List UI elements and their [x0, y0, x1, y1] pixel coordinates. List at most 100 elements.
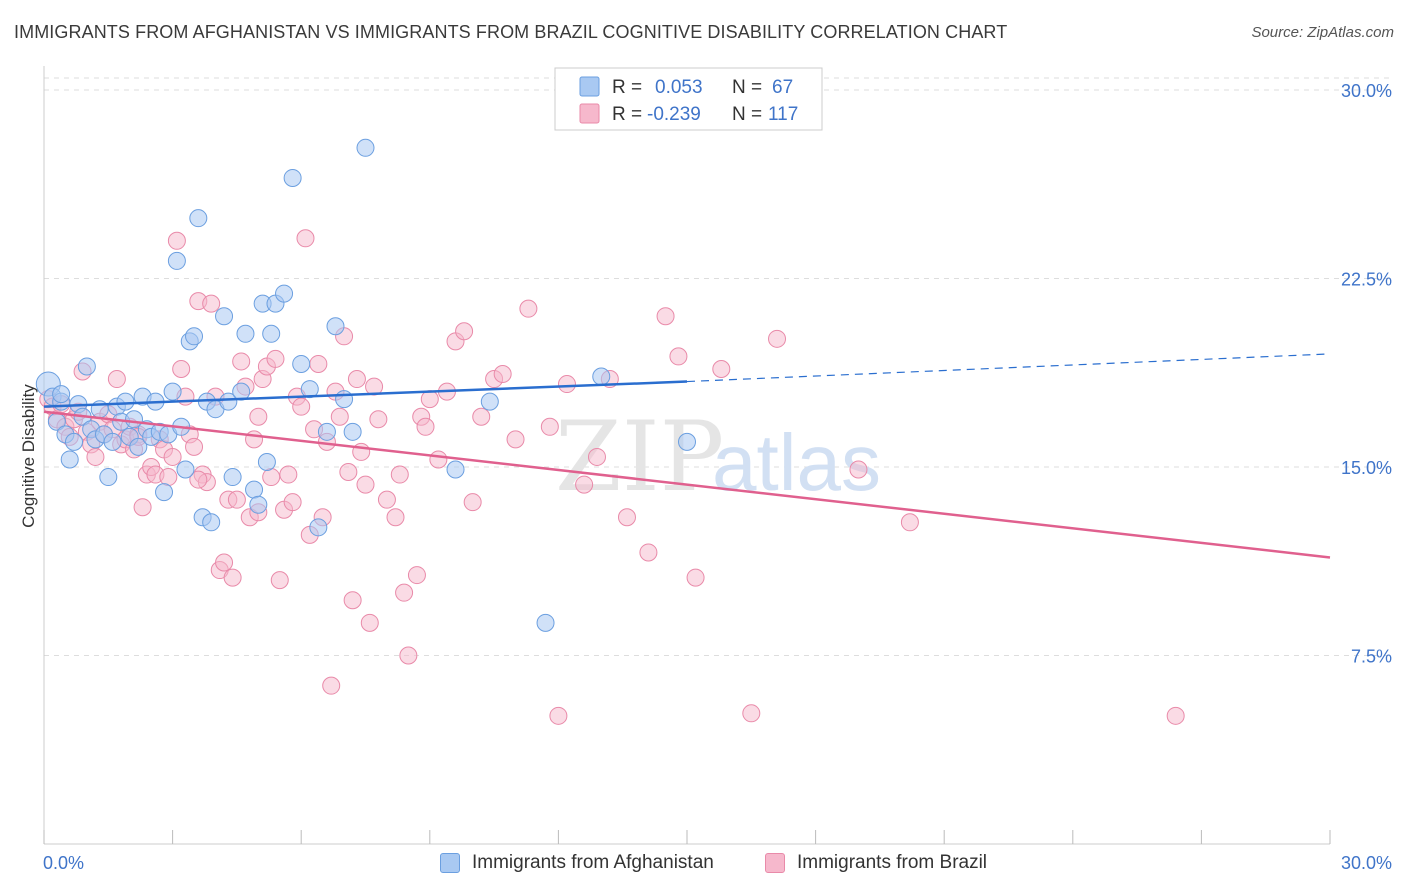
axes — [43, 66, 1331, 845]
point-brazil-75 — [360, 613, 379, 632]
point-afghanistan-63 — [536, 613, 555, 632]
point-brazil-60 — [296, 229, 315, 248]
chart-title: IMMIGRANTS FROM AFGHANISTAN VS IMMIGRANT… — [14, 22, 1008, 42]
point-brazil-56 — [279, 465, 298, 484]
point-afghanistan-53 — [292, 354, 311, 373]
stats-r-label-pink: R = — [612, 104, 642, 125]
point-brazil-68 — [330, 407, 349, 426]
point-brazil-111 — [900, 513, 919, 532]
point-brazil-92 — [472, 407, 491, 426]
point-afghanistan-5 — [60, 450, 79, 469]
point-brazil-16 — [107, 370, 126, 389]
point-afghanistan-45 — [245, 480, 264, 499]
y-tick-label-3: 30.0% — [1341, 81, 1392, 101]
point-brazil-66 — [322, 676, 341, 695]
point-afghanistan-32 — [176, 460, 195, 479]
stats-r-label-blue: R = — [612, 77, 642, 98]
point-brazil-109 — [768, 329, 787, 348]
legend-item-afghanistan: Immigrants from Afghanistan — [440, 852, 714, 874]
point-brazil-100 — [587, 447, 606, 466]
trend-lines — [43, 353, 1331, 559]
watermark-zip: ZIP — [555, 401, 724, 513]
point-afghanistan-14 — [99, 468, 118, 487]
point-brazil-34 — [185, 437, 204, 456]
point-brazil-74 — [356, 475, 375, 494]
point-afghanistan-55 — [309, 518, 328, 537]
trend-brazil — [43, 410, 1331, 559]
point-brazil-11 — [86, 447, 105, 466]
point-brazil-59 — [292, 397, 311, 416]
point-brazil-49 — [249, 407, 268, 426]
point-afghanistan-27 — [155, 483, 174, 502]
trend-afghanistan-extension — [686, 353, 1331, 383]
point-brazil-38 — [202, 294, 221, 313]
point-afghanistan-40 — [215, 307, 234, 326]
point-afghanistan-44 — [236, 324, 255, 343]
point-brazil-99 — [575, 475, 594, 494]
point-brazil-30 — [167, 231, 186, 250]
x-tick-label-0: 0.0% — [43, 853, 84, 873]
y-tick-label-0: 7.5% — [1351, 647, 1392, 667]
stats-r-value-blue: 0.053 — [655, 77, 703, 98]
series-legend: Immigrants from Afghanistan Immigrants f… — [0, 852, 1406, 878]
point-brazil-77 — [369, 410, 388, 429]
stats-swatch-pink — [579, 103, 600, 124]
point-brazil-53 — [266, 349, 285, 368]
stats-n-value-blue: 67 — [772, 77, 793, 98]
point-brazil-107 — [712, 359, 731, 378]
watermark: ZIP atlas — [555, 401, 881, 513]
point-brazil-71 — [343, 591, 362, 610]
point-brazil-48 — [245, 430, 264, 449]
point-brazil-76 — [365, 377, 384, 396]
point-brazil-80 — [390, 465, 409, 484]
legend-label-afghanistan: Immigrants from Afghanistan — [472, 852, 714, 873]
point-afghanistan-42 — [223, 468, 242, 487]
series-afghanistan-points — [35, 138, 696, 632]
point-brazil-41 — [215, 553, 234, 572]
point-brazil-102 — [617, 508, 636, 527]
point-brazil-97 — [540, 417, 559, 436]
point-afghanistan-60 — [356, 138, 375, 157]
point-afghanistan-49 — [262, 324, 281, 343]
stats-n-value-pink: 117 — [768, 104, 798, 125]
point-afghanistan-64 — [592, 367, 611, 386]
point-brazil-28 — [159, 468, 178, 487]
point-afghanistan-65 — [678, 432, 696, 451]
stats-r-value-pink: -0.239 — [647, 104, 701, 125]
point-afghanistan-56 — [317, 422, 336, 441]
point-brazil-108 — [742, 704, 761, 723]
point-brazil-105 — [669, 347, 688, 366]
point-afghanistan-61 — [446, 460, 465, 479]
point-brazil-87 — [429, 450, 448, 469]
point-afghanistan-6 — [65, 432, 84, 451]
point-brazil-94 — [493, 365, 512, 384]
point-afghanistan-29 — [163, 382, 182, 401]
trend-afghanistan — [43, 380, 688, 408]
point-afghanistan-38 — [202, 513, 221, 532]
point-afghanistan-41 — [219, 392, 238, 411]
point-brazil-22 — [133, 498, 152, 517]
y-axis-label: Cognitive Disability — [19, 384, 38, 528]
point-afghanistan-57 — [326, 317, 345, 336]
point-brazil-70 — [339, 463, 358, 482]
point-brazil-44 — [227, 490, 246, 509]
point-afghanistan-30 — [167, 251, 186, 270]
point-brazil-112 — [1166, 706, 1185, 725]
point-afghanistan-54 — [300, 380, 319, 399]
stats-swatch-blue — [579, 76, 600, 97]
stats-n-label-pink: N = — [732, 104, 762, 125]
source-label: Source: ZipAtlas.com — [1251, 24, 1394, 41]
legend-item-brazil: Immigrants from Brazil — [765, 852, 987, 874]
stats-legend: R = 0.053 N = 67 R = -0.239 N = 117 — [554, 67, 823, 131]
point-afghanistan-59 — [343, 422, 362, 441]
point-afghanistan-51 — [275, 284, 294, 303]
legend-swatch-afghanistan — [440, 853, 460, 873]
point-brazil-110 — [849, 460, 868, 479]
watermark-atlas: atlas — [712, 418, 881, 507]
point-brazil-114 — [189, 470, 208, 489]
point-brazil-82 — [399, 646, 418, 665]
point-brazil-103 — [639, 543, 658, 562]
point-brazil-90 — [455, 322, 474, 341]
point-brazil-106 — [686, 568, 705, 587]
point-brazil-85 — [416, 417, 435, 436]
